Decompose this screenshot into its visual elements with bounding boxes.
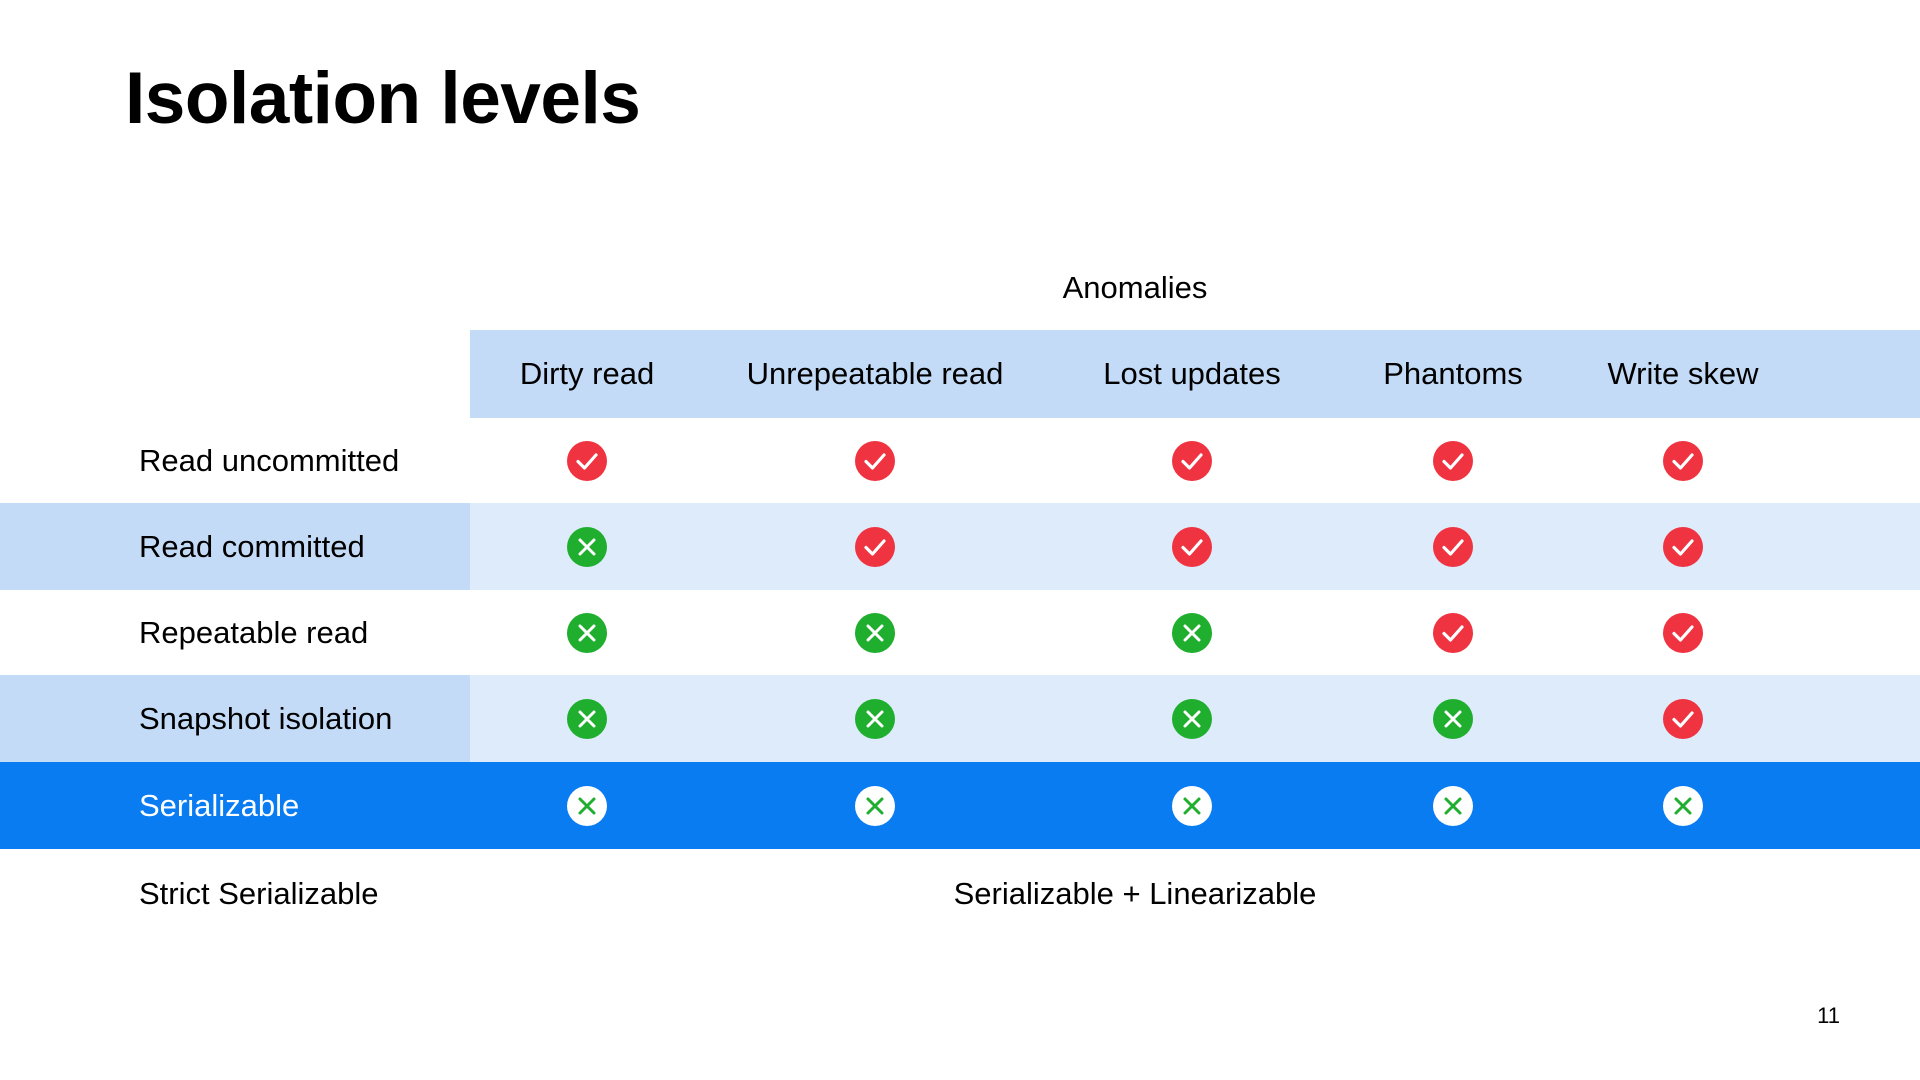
check-circle-icon — [1152, 418, 1232, 503]
check-circle-icon — [1152, 503, 1232, 590]
table-row-serializable: Serializable — [0, 762, 1920, 849]
column-header-unrepeatable-read: Unrepeatable read — [746, 356, 1004, 391]
header-band — [470, 330, 1920, 418]
anomalies-group-label: Anomalies — [1062, 270, 1208, 305]
page-number: 11 — [1817, 1003, 1840, 1028]
x-circle-icon — [1152, 590, 1232, 675]
row-label-serializable: Serializable — [139, 787, 300, 823]
check-circle-icon — [547, 418, 627, 503]
x-circle-icon — [835, 675, 915, 762]
row-label-band — [0, 675, 470, 762]
x-circle-icon — [547, 503, 627, 590]
x-circle-icon — [547, 675, 627, 762]
check-circle-icon — [1643, 590, 1723, 675]
table-row-read-committed: Read committed — [0, 503, 1920, 590]
row-label-snapshot-isolation: Snapshot isolation — [139, 700, 393, 736]
row-label-strict-serializable: Strict Serializable — [139, 875, 379, 911]
x-circle-icon — [1643, 762, 1723, 849]
check-circle-icon — [835, 418, 915, 503]
check-circle-icon — [835, 503, 915, 590]
x-circle-icon — [835, 762, 915, 849]
row-label-repeatable-read: Repeatable read — [139, 614, 369, 650]
x-circle-icon — [1152, 675, 1232, 762]
table-row-snapshot-isolation: Snapshot isolation — [0, 675, 1920, 762]
table-row-read-uncommitted: Read uncommitted — [0, 418, 1920, 503]
check-circle-icon — [1413, 418, 1493, 503]
check-circle-icon — [1643, 503, 1723, 590]
row-label-band — [0, 503, 470, 590]
check-circle-icon — [1413, 590, 1493, 675]
column-header-row: Dirty read Unrepeatable read Lost updates P… — [0, 330, 1920, 418]
column-header-phantoms: Phantoms — [1383, 356, 1523, 391]
x-circle-icon — [1152, 762, 1232, 849]
strict-serializable-note: Serializable + Linearizable — [953, 875, 1317, 911]
x-circle-icon — [1413, 762, 1493, 849]
x-circle-icon — [547, 590, 627, 675]
column-header-lost-updates: Lost updates — [1103, 356, 1281, 391]
x-circle-icon — [1413, 675, 1493, 762]
row-label-read-uncommitted: Read uncommitted — [139, 442, 400, 478]
strict-serializable-row: Strict Serializable Serializable + Linea… — [0, 850, 1920, 937]
x-circle-icon — [835, 590, 915, 675]
slide-title: Isolation levels — [125, 58, 641, 139]
column-header-write-skew: Write skew — [1607, 356, 1759, 391]
check-circle-icon — [1413, 503, 1493, 590]
table-row-repeatable-read: Repeatable read — [0, 590, 1920, 675]
check-circle-icon — [1643, 675, 1723, 762]
x-circle-icon — [547, 762, 627, 849]
column-header-dirty-read: Dirty read — [519, 356, 655, 391]
check-circle-icon — [1643, 418, 1723, 503]
row-label-read-committed: Read committed — [139, 528, 365, 564]
